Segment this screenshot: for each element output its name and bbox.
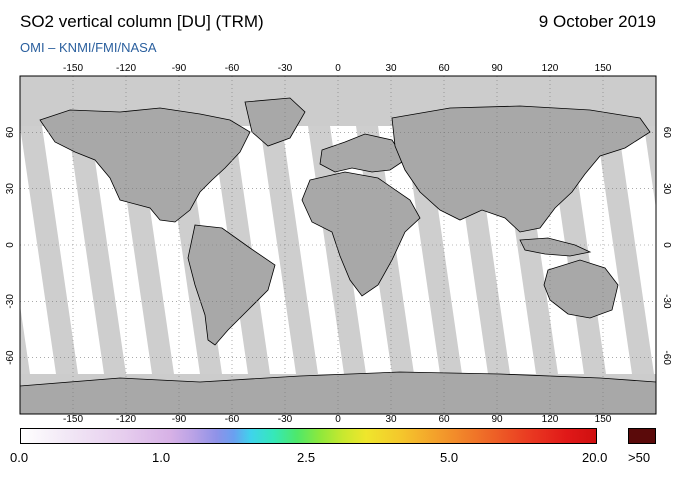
longitude-tick-label-bottom: 30 — [385, 414, 397, 422]
longitude-tick-label-bottom: 120 — [542, 414, 559, 422]
orbit-gap-stripe — [260, 126, 318, 374]
data-source-credit: OMI – KNMI/FMI/NASA — [20, 40, 157, 55]
longitude-tick-label-top: -30 — [278, 63, 293, 74]
map-date: 9 October 2019 — [538, 12, 656, 31]
colorbar-label-0: 0.0 — [10, 450, 29, 465]
longitude-tick-label-top: 120 — [542, 63, 559, 74]
africa — [301, 171, 421, 297]
asia — [391, 105, 651, 233]
latitude-tick-label-left: 0 — [5, 242, 16, 248]
orbit-gap-stripe — [20, 305, 30, 374]
colorbar-overflow-swatch — [628, 428, 656, 444]
longitude-tick-label-bottom: 60 — [438, 414, 450, 422]
latitude-tick-label-right: -60 — [661, 350, 672, 365]
longitude-tick-label-top: 0 — [335, 63, 341, 74]
coastlines — [20, 97, 656, 414]
greenland — [244, 97, 306, 147]
latitude-tick-label-left: -60 — [5, 350, 16, 365]
europe — [319, 133, 406, 173]
longitude-tick-label-top: -90 — [172, 63, 187, 74]
longitude-tick-label-top: 30 — [385, 63, 397, 74]
latitude-tick-label-right: -30 — [661, 294, 672, 309]
longitude-tick-label-bottom: -120 — [116, 414, 136, 422]
graticule — [20, 76, 656, 414]
latitude-tick-label-left: 60 — [5, 126, 16, 138]
colorbar-label-4: 20.0 — [582, 450, 608, 465]
colorbar — [20, 428, 597, 444]
latitude-tick-label-right: 30 — [661, 183, 672, 195]
longitude-tick-label-bottom: 90 — [491, 414, 503, 422]
orbit-gap-stripe — [644, 126, 656, 209]
north-america — [39, 107, 251, 223]
latitude-tick-label-left: 30 — [5, 183, 16, 195]
orbit-gap-stripe — [68, 126, 126, 374]
longitude-tick-label-bottom: -30 — [278, 414, 293, 422]
longitude-tick-label-top: 150 — [595, 63, 612, 74]
longitude-tick-label-top: -120 — [116, 63, 136, 74]
latitude-tick-label-left: -30 — [5, 294, 16, 309]
colorbar-label-1: 1.0 — [152, 450, 171, 465]
longitude-tick-label-bottom: 150 — [595, 414, 612, 422]
australia — [543, 259, 619, 319]
indonesia — [519, 237, 592, 257]
latitude-tick-label-right: 0 — [661, 242, 672, 248]
longitude-tick-label-bottom: -150 — [63, 414, 83, 422]
longitude-tick-label-bottom: -60 — [225, 414, 240, 422]
longitude-tick-label-bottom: 0 — [335, 414, 341, 422]
colorbar-overflow-label: >50 — [628, 450, 651, 465]
colorbar-label-2: 2.5 — [297, 450, 316, 465]
map-title: SO2 vertical column [DU] (TRM) — [20, 12, 264, 31]
colorbar-label-3: 5.0 — [440, 450, 459, 465]
axis-ticks: -150 -150 -120 -120 -90 -90 -60 -60 -30 -30 0 0 30 30… — [5, 63, 672, 422]
map-frame — [19, 75, 657, 415]
south-america — [187, 224, 276, 346]
longitude-tick-label-top: 60 — [438, 63, 450, 74]
longitude-tick-label-top: -150 — [63, 63, 83, 74]
longitude-tick-label-top: -60 — [225, 63, 240, 74]
longitude-tick-label-top: 90 — [491, 63, 503, 74]
latitude-tick-label-right: 60 — [661, 127, 672, 139]
orbit-gap-stripe — [20, 126, 78, 374]
longitude-tick-label-bottom: -90 — [172, 414, 187, 422]
orbit-gap-stripe — [596, 126, 654, 374]
so2-world-map: -150 -150 -120 -120 -90 -90 -60 -60 -30 -30 0 0 30 30… — [5, 63, 672, 422]
